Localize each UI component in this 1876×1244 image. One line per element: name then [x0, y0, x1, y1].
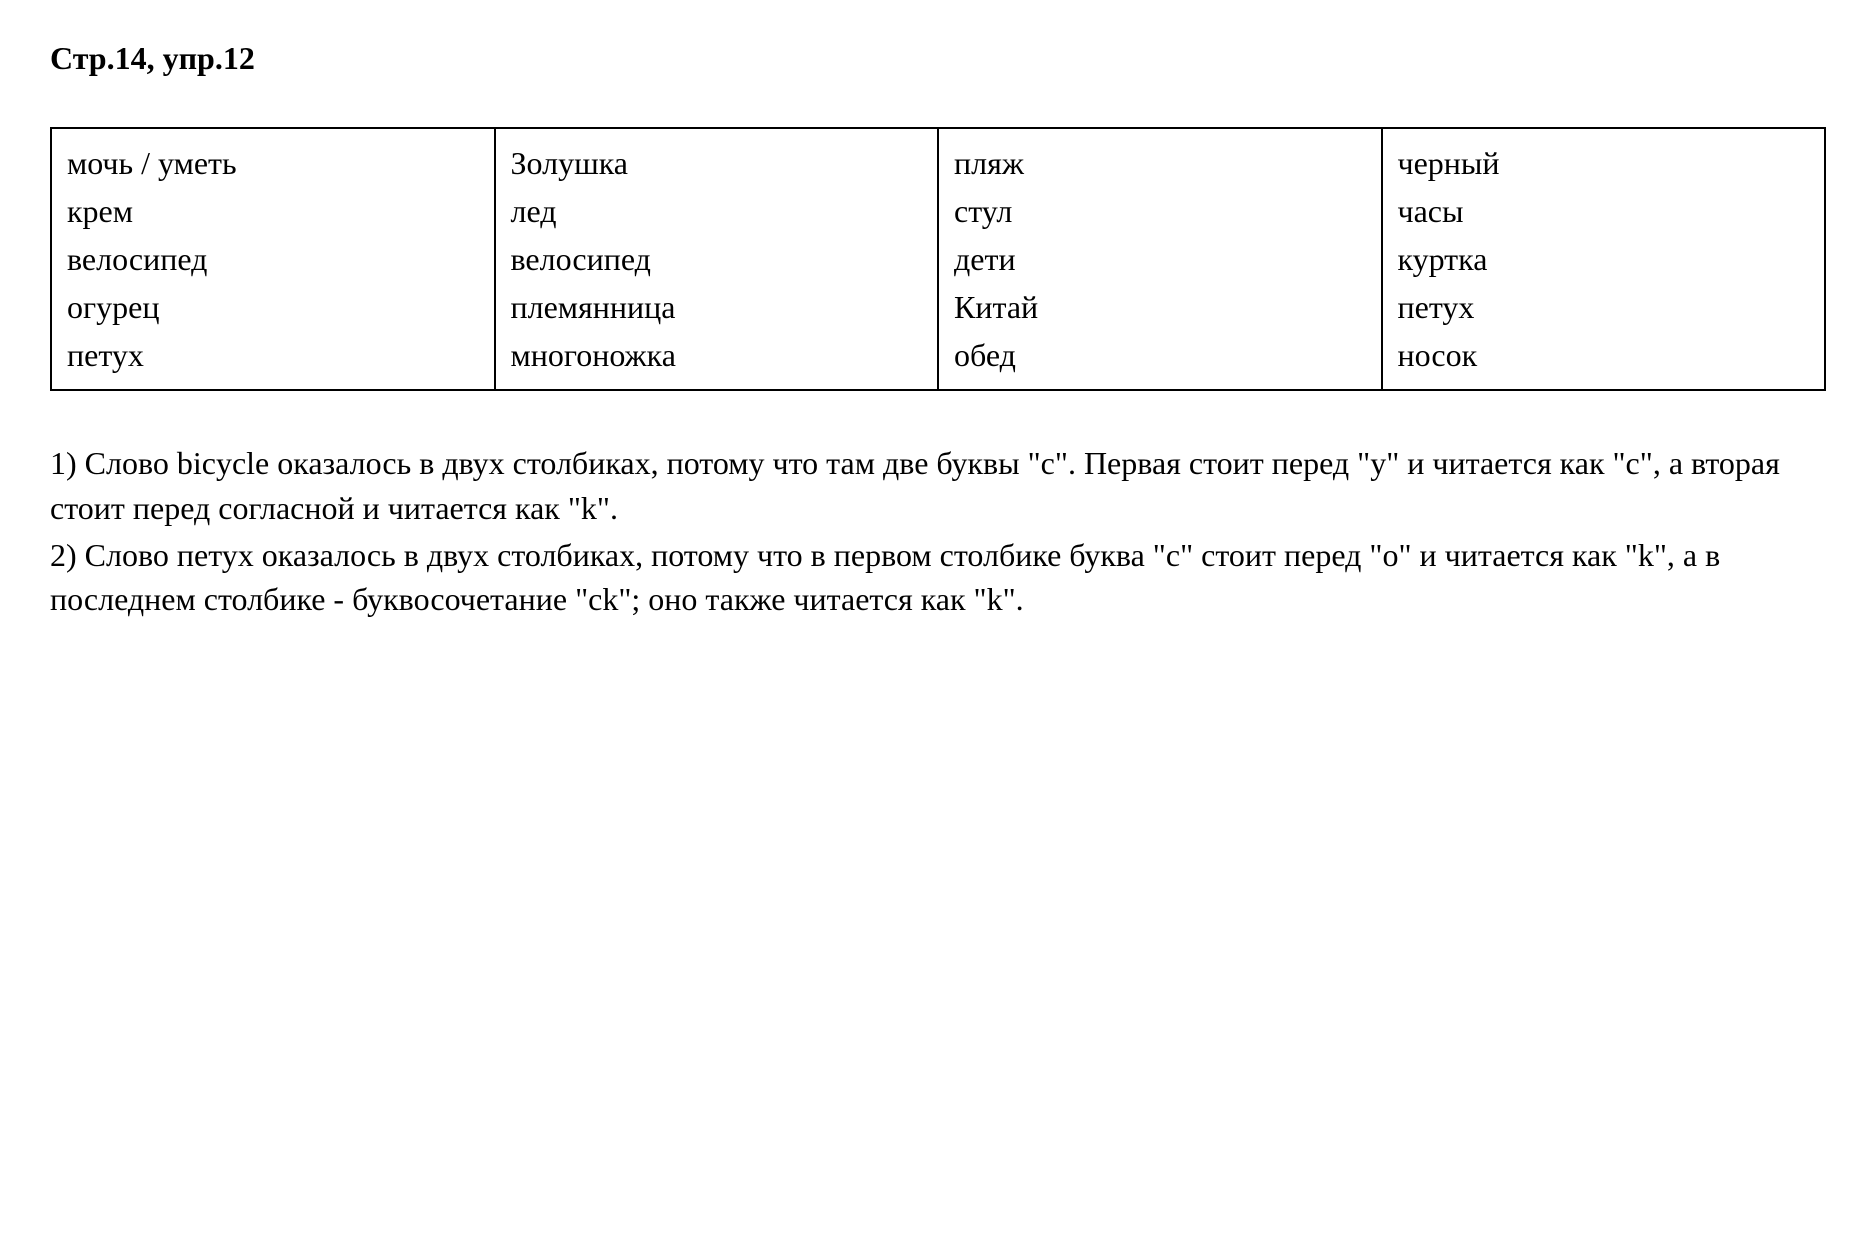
cell-item: лед [511, 187, 923, 235]
cell-item: многоножка [511, 331, 923, 379]
cell-item: велосипед [511, 235, 923, 283]
word-table: мочь / уметь крем велосипед огурец петух… [50, 127, 1826, 391]
table-cell-2: пляж стул дети Китай обед [938, 128, 1382, 390]
cell-item: черный [1398, 139, 1810, 187]
cell-item: племянница [511, 283, 923, 331]
page-header: Стр.14, упр.12 [50, 40, 1826, 77]
cell-item: велосипед [67, 235, 479, 283]
table-cell-3: черный часы куртка петух носок [1382, 128, 1826, 390]
cell-item: обед [954, 331, 1366, 379]
cell-content-2: пляж стул дети Китай обед [954, 139, 1366, 379]
cell-item: огурец [67, 283, 479, 331]
header-text: Стр.14, упр.12 [50, 40, 255, 76]
cell-content-1: Золушка лед велосипед племянница многоно… [511, 139, 923, 379]
table-cell-0: мочь / уметь крем велосипед огурец петух [51, 128, 495, 390]
answer-1: 1) Слово bicycle оказалось в двух столби… [50, 441, 1826, 531]
cell-item: петух [1398, 283, 1810, 331]
table-row: мочь / уметь крем велосипед огурец петух… [51, 128, 1825, 390]
cell-item: пляж [954, 139, 1366, 187]
cell-item: часы [1398, 187, 1810, 235]
cell-item: стул [954, 187, 1366, 235]
cell-item: дети [954, 235, 1366, 283]
cell-item: носок [1398, 331, 1810, 379]
cell-item: крем [67, 187, 479, 235]
answers-section: 1) Слово bicycle оказалось в двух столби… [50, 441, 1826, 622]
cell-item: Золушка [511, 139, 923, 187]
word-table-container: мочь / уметь крем велосипед огурец петух… [50, 127, 1826, 391]
table-cell-1: Золушка лед велосипед племянница многоно… [495, 128, 939, 390]
cell-item: куртка [1398, 235, 1810, 283]
cell-item: Китай [954, 283, 1366, 331]
answer-2: 2) Слово петух оказалось в двух столбика… [50, 533, 1826, 623]
cell-item: мочь / уметь [67, 139, 479, 187]
cell-item: петух [67, 331, 479, 379]
cell-content-0: мочь / уметь крем велосипед огурец петух [67, 139, 479, 379]
cell-content-3: черный часы куртка петух носок [1398, 139, 1810, 379]
